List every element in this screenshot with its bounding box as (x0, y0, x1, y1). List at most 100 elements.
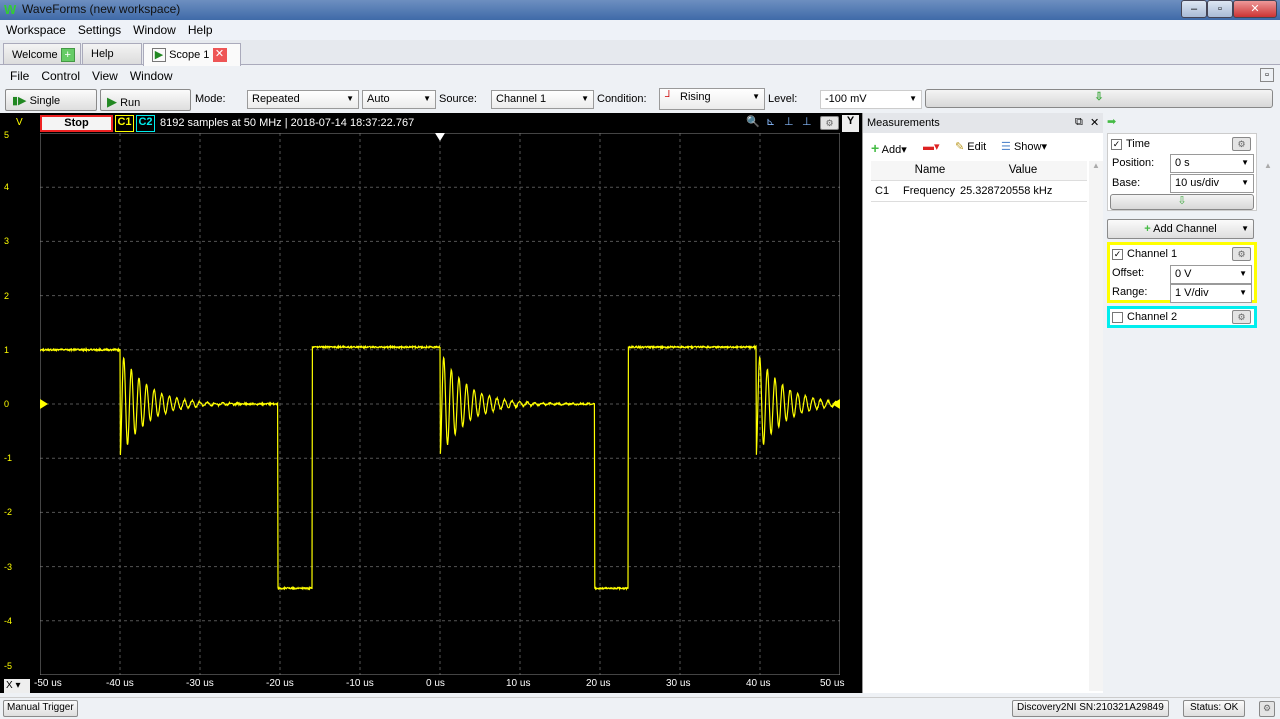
zoom-icon[interactable]: 🔍 (746, 115, 760, 128)
auto-select[interactable]: Auto (362, 90, 436, 109)
chevron-down-icon: ▼ (1241, 224, 1249, 233)
add-label: Add (882, 144, 902, 156)
base-select[interactable]: 10 us/div (1170, 174, 1254, 193)
channel-2-group: Channel 2 ⚙ (1107, 306, 1257, 328)
mode-select[interactable]: Repeated (247, 90, 359, 109)
measurements-scrollbar[interactable]: ▲ (1089, 161, 1103, 691)
settings-panel: ➡ ✓Time ⚙ Position: 0 s Base: 10 us/div … (1103, 113, 1280, 693)
channel-2-gear-icon[interactable]: ⚙ (1232, 310, 1251, 324)
waveform-plot[interactable] (40, 133, 840, 675)
scope-view: V Stop C1 C2 8192 samples at 50 MHz | 20… (0, 113, 862, 693)
run-button[interactable]: ▶ Run (100, 89, 191, 111)
row-channel: C1 (875, 185, 889, 197)
single-button[interactable]: ▮▶ Single (5, 89, 97, 111)
manual-trigger-button[interactable]: Manual Trigger (3, 700, 78, 717)
time-gear-icon[interactable]: ⚙ (1232, 137, 1251, 151)
table-row[interactable]: C1 Frequency 25.328720558 kHz (871, 181, 1087, 202)
single-label: Single (30, 95, 61, 107)
close-icon[interactable]: ✕ (1090, 116, 1099, 129)
settings-scrollbar[interactable]: ▲ (1261, 161, 1275, 691)
condition-label: Condition: (597, 93, 647, 105)
channel-1-offset-marker (40, 399, 48, 409)
device-button[interactable]: Discovery2NI SN:210321A29849 (1012, 700, 1169, 717)
menu-view[interactable]: View (86, 66, 124, 86)
mode-label: Mode: (195, 93, 226, 105)
main-menu: Workspace Settings Window Help (0, 20, 1280, 40)
x-tick-label: 20 us (586, 678, 610, 689)
position-select[interactable]: 0 s (1170, 154, 1254, 173)
minimize-button[interactable]: – (1181, 0, 1207, 18)
marker2-icon[interactable]: ⊥ (802, 115, 812, 128)
condition-select[interactable]: ┘ Rising (659, 88, 765, 110)
status-gear-icon[interactable]: ⚙ (1259, 701, 1275, 717)
menu-control[interactable]: Control (35, 66, 86, 86)
range-select[interactable]: 1 V/div (1170, 284, 1252, 303)
y-axis-button[interactable]: Y (842, 115, 859, 132)
add-channel-button[interactable]: + Add Channel ▼ (1107, 219, 1254, 239)
level-slider[interactable]: ⇩ (925, 89, 1273, 108)
cursor-icon[interactable]: ⊾ (766, 115, 775, 128)
y-tick-label: -5 (4, 661, 12, 671)
tab-welcome[interactable]: Welcome + (3, 43, 81, 65)
arrow-down-icon: ⇩ (1094, 91, 1103, 103)
check-icon: ✓ (1112, 249, 1123, 260)
tab-help[interactable]: Help (82, 43, 142, 65)
offset-label: Offset: (1112, 267, 1144, 279)
source-select[interactable]: Channel 1 (491, 90, 594, 109)
menu-file[interactable]: File (0, 66, 35, 86)
add-measurement-button[interactable]: + Add▾ (871, 140, 907, 156)
time-group: ✓Time ⚙ Position: 0 s Base: 10 us/div ⇩ (1107, 133, 1257, 211)
menu-settings[interactable]: Settings (72, 20, 127, 40)
x-tick-label: 40 us (746, 678, 770, 689)
x-tick-label: -50 us (34, 678, 62, 689)
menu-window[interactable]: Window (127, 20, 182, 40)
maximize-button[interactable]: ▫ (1207, 0, 1233, 18)
time-checkbox[interactable]: ✓ Time (1111, 138, 1150, 150)
position-slider[interactable]: ⇩ (1110, 194, 1254, 210)
close-button[interactable]: ✕ (1233, 0, 1277, 18)
channel-1-gear-icon[interactable]: ⚙ (1232, 247, 1251, 261)
tab-scope-1[interactable]: ▶ Scope 1 ✕ (143, 43, 241, 66)
channel-1-badge[interactable]: C1 (115, 115, 134, 132)
list-icon: ☰ (1001, 141, 1011, 153)
tab-label: Welcome (12, 49, 58, 61)
channel-2-checkbox[interactable]: Channel 2 (1112, 311, 1177, 323)
check-icon: ✓ (1111, 139, 1122, 150)
position-label: Position: (1112, 157, 1154, 169)
plus-icon[interactable]: + (61, 48, 75, 62)
y-tick-label: -1 (4, 453, 12, 463)
channel-1-group: ✓Channel 1 ⚙ Offset: 0 V Range: 1 V/div (1107, 242, 1257, 303)
status-button[interactable]: Status: OK (1183, 700, 1245, 717)
collapse-arrow-icon[interactable]: ➡ (1107, 115, 1116, 128)
menu-help[interactable]: Help (182, 20, 219, 40)
float-icon[interactable]: ⧉ (1075, 116, 1083, 129)
edit-button[interactable]: ✎ Edit (955, 140, 986, 153)
rising-edge-icon: ┘ (665, 91, 673, 103)
menu-window-scope[interactable]: Window (124, 66, 179, 86)
y-unit: V (16, 117, 23, 128)
status-bar: Manual Trigger Discovery2NI SN:210321A29… (0, 697, 1280, 719)
remove-measurement-button[interactable]: ▬▾ (923, 140, 940, 153)
plus-icon: + (1144, 223, 1150, 235)
menu-workspace[interactable]: Workspace (0, 20, 72, 40)
column-value: Value (961, 164, 1085, 176)
restore-icon[interactable]: ▫ (1260, 68, 1274, 82)
stop-button[interactable]: Stop (40, 115, 113, 132)
run-label: Run (120, 97, 140, 109)
offset-select[interactable]: 0 V (1170, 265, 1252, 284)
close-tab-icon[interactable]: ✕ (213, 48, 227, 62)
gear-icon[interactable]: ⚙ (820, 116, 839, 130)
window-title: WaveForms (new workspace) (22, 2, 180, 16)
show-button[interactable]: ☰ Show▾ (1001, 140, 1047, 153)
app-logo-icon: W (4, 2, 16, 17)
x-tick-label: -10 us (346, 678, 374, 689)
channel-1-checkbox[interactable]: ✓ Channel 1 (1112, 248, 1177, 260)
level-input[interactable]: -100 mV (820, 90, 922, 109)
marker-icon[interactable]: ⊥ (784, 115, 794, 128)
tab-label: Scope 1 (169, 49, 209, 61)
trigger-position-marker (435, 133, 445, 141)
play-icon: ▶ (152, 48, 166, 62)
channel-2-badge[interactable]: C2 (136, 115, 155, 132)
condition-value: Rising (680, 91, 711, 103)
x-axis-button[interactable]: X ▾ (4, 679, 30, 693)
